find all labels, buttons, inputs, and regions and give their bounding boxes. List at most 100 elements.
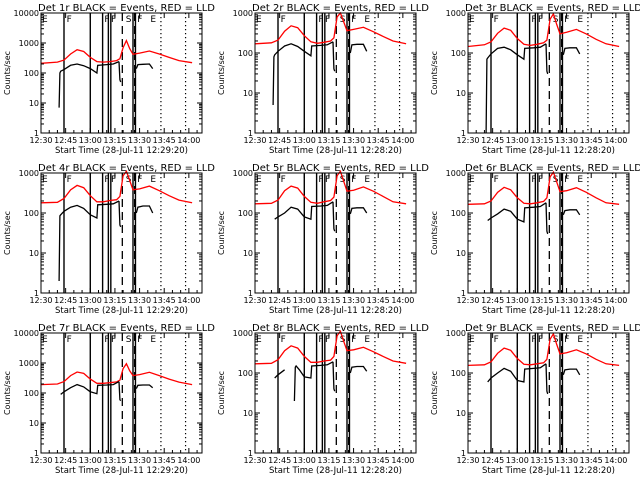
events-series-line [274, 206, 305, 220]
x-tick-label: 14:00 [604, 136, 627, 145]
flag-label: E [469, 15, 475, 25]
events-series-line [485, 46, 518, 134]
y-axis-label: Counts/sec [430, 371, 439, 415]
flag-label: F [494, 15, 499, 25]
x-axis-label: Start Time (28-Jul-11 12:28:20) [482, 466, 615, 476]
lld-series-line [254, 329, 407, 365]
y-tick-label: 10 [29, 419, 39, 428]
lld-series-line [40, 38, 193, 64]
flag-label: F [137, 175, 142, 185]
flag-label: F [67, 15, 72, 25]
flag-label: F [564, 335, 569, 345]
y-axis-label: Counts/sec [3, 371, 12, 415]
plot-frame [254, 172, 417, 294]
flag-label: F [104, 15, 109, 25]
flag-label: F [104, 335, 109, 345]
x-tick-label: 12:30 [29, 456, 52, 465]
flag-label: F [281, 15, 286, 25]
x-tick-label: 12:45 [481, 136, 504, 145]
flag-label: F [531, 335, 536, 345]
x-tick-label: 13:45 [580, 456, 603, 465]
y-tick-label: 100 [24, 389, 39, 398]
flag-label: E [256, 15, 262, 25]
panel-title: Det 7r BLACK = Events, RED = LLD [38, 323, 215, 334]
y-tick-label: 10 [456, 409, 466, 418]
flag-label: F [318, 335, 323, 345]
y-tick-label: 1 [248, 449, 253, 458]
y-tick-label: 1000 [446, 329, 466, 338]
flag-label: F [564, 15, 569, 25]
events-series-line [304, 361, 334, 379]
y-axis-label: Counts/sec [430, 211, 439, 255]
x-tick-label: 13:00 [79, 296, 102, 305]
x-tick-label: 13:00 [293, 456, 316, 465]
x-tick-label: 13:00 [293, 136, 316, 145]
x-tick-label: 13:15 [317, 296, 340, 305]
events-series-line [545, 202, 549, 235]
events-series-line [293, 364, 305, 402]
flag-label: E [42, 175, 48, 185]
y-tick-label: 10 [456, 89, 466, 98]
x-axis-label: Start Time (28-Jul-11 12:29:20) [55, 466, 188, 476]
x-tick-label: 13:15 [317, 456, 340, 465]
flag-label: F [111, 335, 116, 345]
x-tick-label: 14:00 [391, 296, 414, 305]
x-tick-label: 14:00 [604, 456, 627, 465]
events-series-line [118, 61, 122, 83]
panel-title: Det 3r BLACK = Events, RED = LLD [465, 3, 640, 14]
y-tick-label: 1 [248, 129, 253, 138]
flag-label: F [351, 15, 356, 25]
x-axis-label: Start Time (28-Jul-11 12:28:20) [269, 146, 402, 156]
x-tick-label: 12:30 [456, 136, 479, 145]
lld-series-line [40, 169, 193, 204]
x-tick-label: 14:00 [391, 456, 414, 465]
x-tick-label: 13:30 [342, 136, 365, 145]
x-tick-label: 13:45 [580, 136, 603, 145]
y-tick-label: 1000 [19, 359, 39, 368]
flag-label: F [351, 335, 356, 345]
y-axis-label: Counts/sec [3, 51, 12, 95]
flag-label: S [126, 335, 132, 345]
x-tick-label: 14:00 [604, 296, 627, 305]
y-tick-label: 100 [238, 49, 253, 58]
x-tick-label: 13:45 [580, 296, 603, 305]
y-axis-label: Counts/sec [217, 211, 226, 255]
x-tick-label: 13:45 [367, 136, 390, 145]
flag-label: F [531, 15, 536, 25]
flag-label: E [364, 335, 370, 345]
y-tick-label: 10 [243, 249, 253, 258]
plot-frame [40, 172, 203, 294]
events-series-line [135, 384, 154, 389]
flag-label: E [150, 335, 156, 345]
events-series-line [349, 43, 368, 54]
flag-label: F [318, 175, 323, 185]
y-tick-label: 100 [451, 49, 466, 58]
x-tick-label: 13:45 [153, 136, 176, 145]
y-tick-label: 1 [34, 129, 39, 138]
panel-title: Det 8r BLACK = Events, RED = LLD [252, 323, 429, 334]
flag-label: F [281, 175, 286, 185]
lld-series-line [40, 362, 193, 386]
events-series-line [89, 61, 120, 75]
plot-frame [467, 332, 630, 454]
events-series-line [517, 202, 547, 223]
flag-label: E [469, 175, 475, 185]
events-series-line [487, 367, 518, 383]
flag-label: F [325, 175, 330, 185]
y-tick-label: 1000 [19, 39, 39, 48]
flag-label: F [564, 175, 569, 185]
x-tick-label: 13:30 [555, 136, 578, 145]
y-axis-label: Counts/sec [217, 371, 226, 415]
events-series-line [517, 363, 547, 383]
y-tick-label: 1000 [446, 169, 466, 178]
y-tick-label: 100 [238, 209, 253, 218]
events-series-line [516, 43, 547, 61]
y-tick-label: 1000 [233, 329, 253, 338]
y-tick-label: 100 [451, 209, 466, 218]
